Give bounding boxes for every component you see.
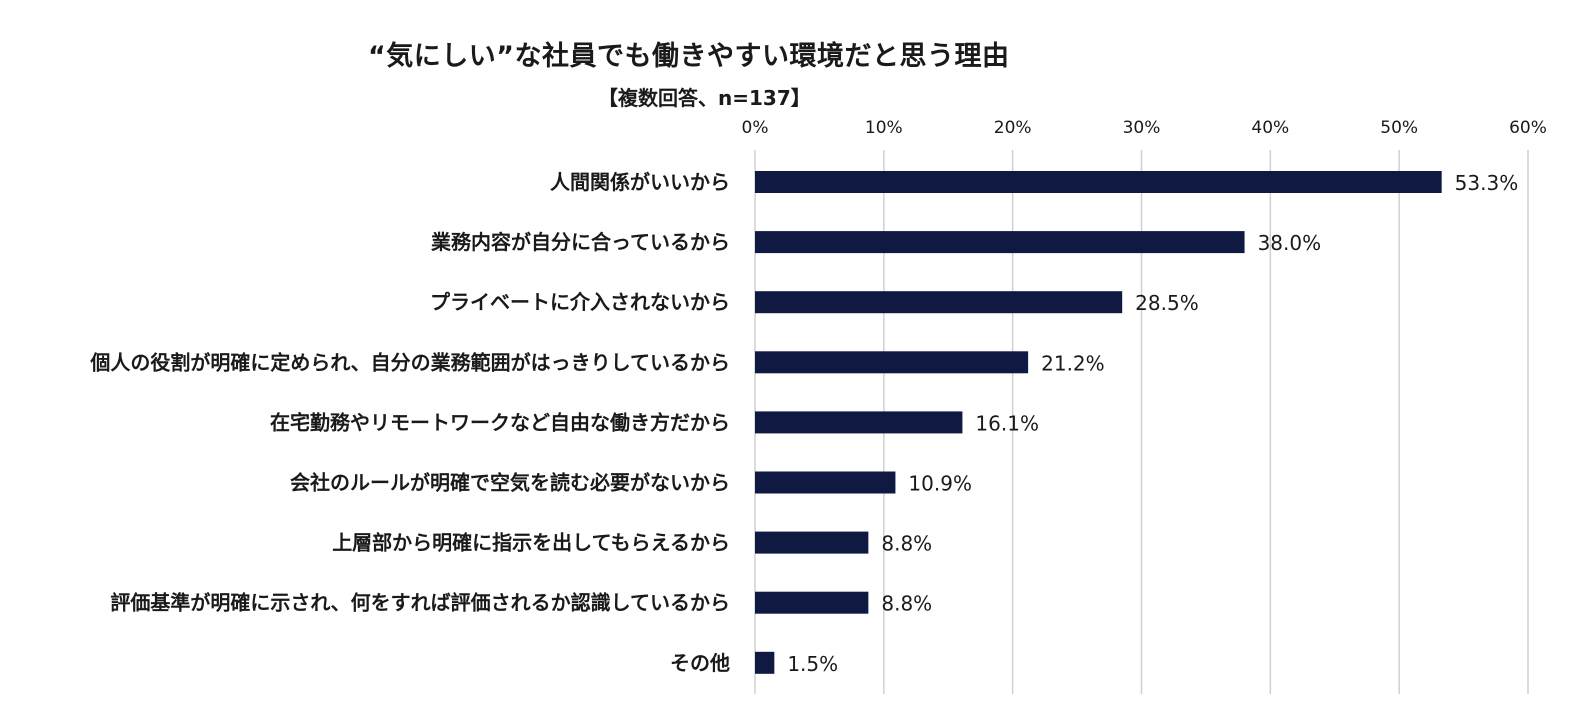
category-label: プライベートに介入されないから	[430, 290, 730, 314]
data-label: 10.9%	[908, 472, 972, 496]
category-label: その他	[670, 651, 730, 675]
data-label: 38.0%	[1258, 231, 1322, 255]
bar	[755, 171, 1442, 193]
bar	[755, 651, 775, 674]
bar	[755, 411, 963, 434]
category-label: 評価基準が明確に示され、何をすれば評価されるか認識しているから	[110, 591, 730, 615]
bar	[755, 231, 1245, 254]
category-label: 業務内容が自分に合っているから	[431, 230, 730, 254]
data-label: 1.5%	[787, 652, 838, 676]
data-label: 28.5%	[1135, 291, 1199, 315]
data-label: 16.1%	[975, 411, 1039, 435]
data-label: 8.8%	[881, 532, 932, 556]
category-label: 個人の役割が明確に定められ、自分の業務範囲がはっきりしているから	[89, 350, 730, 374]
bar	[755, 351, 1029, 374]
bar	[755, 591, 869, 614]
category-label: 在宅勤務やリモートワークなど自由な働き方だから	[270, 410, 730, 434]
bar	[755, 471, 896, 494]
category-label: 会社のルールが明確で空気を読む必要がないから	[290, 471, 730, 495]
x-tick-label: 50%	[1380, 118, 1418, 138]
x-tick-label: 30%	[1123, 118, 1161, 138]
category-label: 人間関係がいいから	[550, 170, 730, 194]
x-tick-label: 60%	[1509, 118, 1547, 138]
bar	[755, 531, 869, 554]
x-tick-label: 40%	[1251, 118, 1289, 138]
chart-subtitle: 【複数回答、n=137】	[598, 86, 811, 110]
x-tick-label: 10%	[865, 118, 903, 138]
category-label: 上層部から明確に指示を出してもらえるから	[332, 531, 730, 555]
bar	[755, 291, 1123, 314]
data-label: 53.3%	[1455, 171, 1519, 195]
data-label: 8.8%	[881, 592, 932, 616]
data-label: 21.2%	[1041, 351, 1105, 375]
chart-title: “気にしい”な社員でも働きやすい環境だと思う理由	[368, 41, 1010, 72]
x-tick-label: 0%	[742, 118, 769, 138]
x-tick-label: 20%	[994, 118, 1032, 138]
